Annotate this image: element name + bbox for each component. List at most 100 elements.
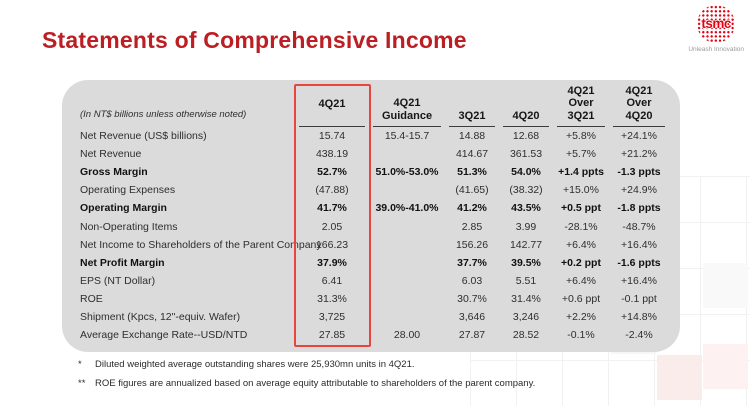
table-row: EPS (NT Dollar) 6.41 6.03 5.51 +6.4% +16.4% — [80, 272, 675, 290]
wafer-logo-icon: tsmc — [697, 5, 736, 43]
column-header-over_4q20: 4Q21 Over 4Q20 — [609, 80, 669, 127]
income-table-panel: (In NT$ billions unless otherwise noted)… — [62, 80, 680, 352]
header-underline — [613, 126, 665, 127]
column-header-line: 4Q21 — [318, 97, 346, 110]
cell-over_4q20: -0.1 ppt — [621, 292, 657, 305]
cell-over_3q21: +6.4% — [565, 238, 597, 251]
column-header-line: Over — [568, 97, 594, 109]
cell-over_4q20: -48.7% — [622, 220, 656, 233]
column-header-line: 4Q20 — [625, 109, 653, 122]
column-header-line: Over — [626, 97, 652, 109]
cell-over_4q20: +24.1% — [621, 130, 657, 143]
header-underline — [449, 126, 495, 127]
table-row: Non-Operating Items 2.05 2.85 3.99 -28.1% -48… — [80, 217, 675, 235]
cell-guidance: 39.0%-41.0% — [375, 202, 439, 215]
cell-over_3q21: +5.7% — [565, 148, 597, 161]
column-header-q4_20: 4Q20 — [499, 80, 553, 127]
cell-over_4q20: +16.4% — [621, 274, 657, 287]
cell-guidance: 15.4-15.7 — [384, 130, 430, 143]
cell-over_3q21: +2.2% — [565, 310, 597, 323]
cell-q3_21: 30.7% — [457, 292, 487, 305]
table-row: Shipment (Kpcs, 12"-equiv. Wafer) 3,725 3,… — [80, 308, 675, 326]
cell-q3_21: 2.85 — [461, 220, 483, 233]
header-underline — [373, 126, 441, 127]
column-header-guidance: 4Q21 Guidance — [369, 80, 445, 127]
table-row: Operating Margin 41.7% 39.0%-41.0% 41.2% 43.… — [80, 199, 675, 217]
cell-over_4q20: -2.4% — [625, 329, 653, 342]
cell-q4_20: 3,246 — [512, 310, 540, 323]
cell-q3_21: 37.7% — [457, 256, 487, 269]
cell-q3_21: 51.3% — [457, 166, 487, 179]
cell-q4_21: 41.7% — [317, 202, 347, 215]
cell-over_4q20: +24.9% — [621, 184, 657, 197]
column-header-over_3q21: 4Q21 Over 3Q21 — [553, 80, 609, 127]
table-row: Average Exchange Rate--USD/NTD 27.85 28.00… — [80, 326, 675, 344]
row-label: Net Profit Margin — [80, 256, 165, 269]
cell-q3_21: 27.87 — [458, 329, 486, 342]
column-header-line: 3Q21 — [567, 109, 595, 122]
logo-wordmark: tsmc — [701, 16, 731, 31]
cell-over_3q21: +15.0% — [563, 184, 599, 197]
table-row: Gross Margin 52.7% 51.0%-53.0% 51.3% 54.0% +1… — [80, 163, 675, 181]
cell-over_3q21: -28.1% — [564, 220, 598, 233]
cell-q4_21: 3,725 — [318, 310, 346, 323]
row-label: Net Revenue (US$ billions) — [80, 130, 207, 143]
row-label: Shipment (Kpcs, 12"-equiv. Wafer) — [80, 310, 241, 323]
cell-q4_21: 27.85 — [318, 329, 346, 342]
cell-over_3q21: +5.8% — [565, 130, 597, 143]
column-header-line: 3Q21 — [458, 109, 486, 122]
row-label: Gross Margin — [80, 166, 148, 179]
pattern-square — [703, 344, 748, 389]
cell-q3_21: (41.65) — [455, 184, 489, 197]
table-row: Net Income to Shareholders of the Parent… — [80, 236, 675, 254]
column-header-q3_21: 3Q21 — [445, 80, 499, 127]
cell-q3_21: 3,646 — [458, 310, 486, 323]
row-label: Net Revenue — [80, 148, 142, 161]
column-header-line: 4Q21 — [625, 84, 653, 97]
table-row: Net Revenue (US$ billions) 15.74 15.4-15.7… — [80, 127, 675, 145]
row-label: ROE — [80, 292, 103, 305]
cell-guidance: 51.0%-53.0% — [375, 166, 439, 179]
cell-q3_21: 414.67 — [455, 148, 489, 161]
cell-over_4q20: -1.6 ppts — [617, 256, 661, 269]
cell-q4_21: 31.3% — [317, 292, 347, 305]
row-label: Operating Expenses — [80, 184, 176, 197]
footnote-text: Diluted weighted average outstanding sha… — [95, 359, 415, 370]
cell-q4_20: 28.52 — [512, 329, 540, 342]
slide-title: Statements of Comprehensive Income — [42, 27, 467, 53]
table-row: ROE 31.3% 30.7% 31.4% +0.6 ppt -0.1 ppt — [80, 290, 675, 308]
cell-over_3q21: +0.5 ppt — [561, 202, 601, 215]
cell-over_4q20: -1.8 ppts — [617, 202, 661, 215]
cell-q4_21: 438.19 — [315, 148, 349, 161]
header-underline — [557, 126, 605, 127]
cell-q4_20: 43.5% — [511, 202, 541, 215]
cell-q3_21: 14.88 — [458, 130, 486, 143]
cell-q4_20: 142.77 — [509, 238, 543, 251]
footnote-text: ROE figures are annualized based on aver… — [95, 377, 536, 389]
cell-over_3q21: -0.1% — [567, 329, 595, 342]
cell-q4_21: 2.05 — [321, 220, 343, 233]
tsmc-logo: tsmc Unleash Innovation — [688, 5, 744, 53]
cell-guidance: 28.00 — [393, 329, 421, 342]
column-header-labels: (In NT$ billions unless otherwise noted) — [80, 80, 295, 127]
cell-q4_21: 6.41 — [321, 274, 343, 287]
cell-over_4q20: +14.8% — [621, 310, 657, 323]
cell-over_3q21: +6.4% — [565, 274, 597, 287]
income-table: (In NT$ billions unless otherwise noted)… — [80, 80, 675, 352]
table-body: Net Revenue (US$ billions) 15.74 15.4-15.7… — [80, 127, 675, 344]
cell-over_3q21: +0.6 ppt — [561, 292, 601, 305]
cell-q3_21: 6.03 — [461, 274, 483, 287]
cell-over_4q20: +16.4% — [621, 238, 657, 251]
cell-over_3q21: +0.2 ppt — [561, 256, 601, 269]
column-header-line: 4Q21 — [567, 84, 595, 97]
cell-q4_21: 52.7% — [317, 166, 347, 179]
unit-note: (In NT$ billions unless otherwise noted) — [80, 108, 247, 120]
table-row: Net Revenue 438.19 414.67 361.53 +5.7% +21.2% — [80, 145, 675, 163]
cell-q4_21: 15.74 — [318, 130, 346, 143]
row-label: Average Exchange Rate--USD/NTD — [80, 329, 248, 342]
pattern-square — [703, 263, 748, 308]
header-underline — [299, 126, 365, 127]
cell-over_3q21: +1.4 ppts — [558, 166, 604, 179]
logo-tagline: Unleash Innovation — [688, 46, 744, 53]
row-label: Net Income to Shareholders of the Parent… — [80, 238, 322, 251]
